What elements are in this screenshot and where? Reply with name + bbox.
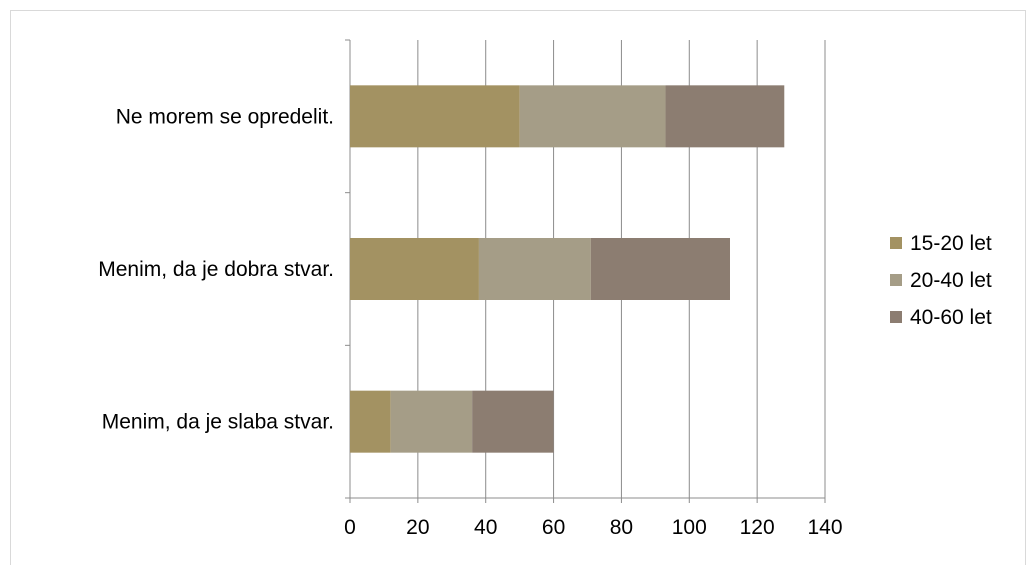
bar-segment	[478, 238, 591, 300]
bar-segment	[390, 390, 473, 453]
category-label: Menim, da je slaba stvar.	[102, 411, 334, 434]
category-label: Menim, da je dobra stvar.	[98, 258, 334, 281]
chart-area	[10, 10, 1026, 565]
bar-segment	[350, 390, 391, 453]
category-label: Ne morem se opredelit.	[116, 105, 334, 128]
legend-swatch	[890, 237, 902, 249]
x-tick-label: 0	[344, 516, 356, 539]
x-tick-label: 40	[474, 516, 497, 539]
labels: 0 20 40 60 80 100 120 140 Ne morem se opredelit.…	[98, 105, 842, 539]
legend-label: 20-40 let	[910, 269, 992, 292]
bar-segment	[665, 85, 785, 148]
bar-segment	[590, 238, 730, 300]
x-tick-label: 80	[610, 516, 633, 539]
x-tick-label: 120	[740, 516, 775, 539]
legend-label: 40-60 let	[910, 306, 992, 329]
bar-segment	[350, 238, 479, 300]
legend-swatch	[890, 311, 902, 323]
x-tick-label: 60	[542, 516, 565, 539]
legend: 15-20 let 20-40 let 40-60 let	[890, 232, 992, 329]
bar-segment	[472, 390, 554, 453]
x-tick-label: 140	[807, 516, 842, 539]
bars	[350, 85, 785, 453]
bar-segment	[519, 85, 666, 148]
bar-segment	[350, 85, 520, 148]
x-tick-label: 20	[406, 516, 429, 539]
legend-label: 15-20 let	[910, 232, 992, 255]
x-tick-label: 100	[672, 516, 707, 539]
legend-swatch	[890, 274, 902, 286]
